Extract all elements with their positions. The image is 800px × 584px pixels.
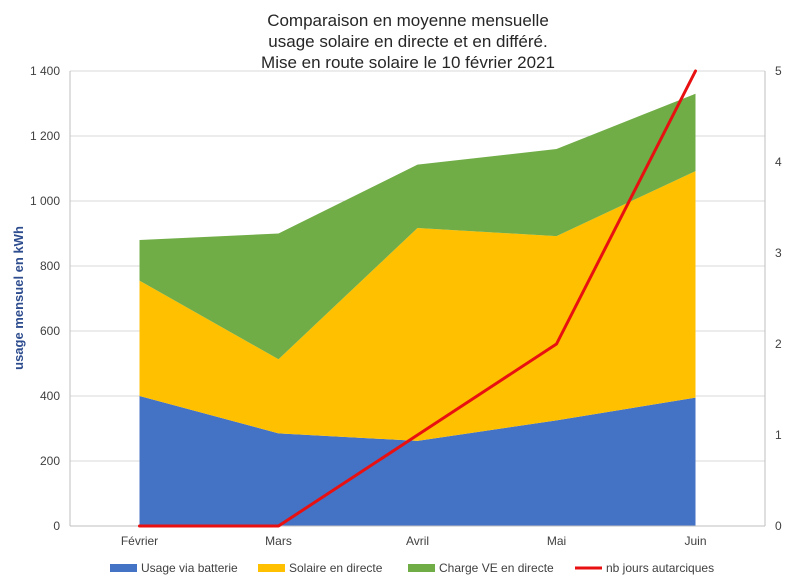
legend-label: nb jours autarciques <box>606 561 714 575</box>
line-series <box>138 69 697 528</box>
area-usage-via-batterie <box>139 396 696 526</box>
y-tick-label: 400 <box>40 389 60 403</box>
x-tick-label: Mai <box>547 534 566 548</box>
y2-tick-label: 3 <box>775 246 782 260</box>
legend: Usage via batterie Solaire en directe Char… <box>110 561 714 575</box>
x-tick-label: Février <box>121 534 158 548</box>
x-tick-label: Avril <box>406 534 429 548</box>
area-series <box>139 93 696 526</box>
y2-tick-label: 0 <box>775 519 782 533</box>
y-tick-label: 0 <box>53 519 60 533</box>
y-axis-label: usage mensuel en kWh <box>11 226 26 370</box>
legend-label: Usage via batterie <box>141 561 238 575</box>
chart-title-line-2: usage solaire en directe et en différé. <box>268 32 547 51</box>
x-tick-label: Mars <box>265 534 292 548</box>
legend-swatch <box>110 564 137 572</box>
y-tick-label: 600 <box>40 324 60 338</box>
y-tick-label: 1 400 <box>30 64 60 78</box>
legend-swatch <box>258 564 285 572</box>
legend-label: Solaire en directe <box>289 561 383 575</box>
y-tick-label: 1 200 <box>30 129 60 143</box>
y-tick-label: 800 <box>40 259 60 273</box>
y2-tick-label: 1 <box>775 428 782 442</box>
y2-tick-label: 2 <box>775 337 782 351</box>
y2-tick-label: 5 <box>775 64 782 78</box>
area-solaire-en-directe <box>139 171 696 441</box>
y-tick-label: 1 000 <box>30 194 60 208</box>
x-tick-label: Juin <box>684 534 706 548</box>
legend-swatch <box>408 564 435 572</box>
chart-title-line-3: Mise en route solaire le 10 février 2021 <box>261 53 555 72</box>
chart-title-line-1: Comparaison en moyenne mensuelle <box>267 11 549 30</box>
legend-label: Charge VE en directe <box>439 561 554 575</box>
tick-labels: 0 200 400 600 800 1 000 1 200 1 400 0 1 2 3 4 5 Févrie… <box>30 64 782 548</box>
y-tick-label: 200 <box>40 454 60 468</box>
line-nb-jours-autarciques <box>138 69 697 528</box>
chart-title: Comparaison en moyenne mensuelle usage s… <box>261 11 555 72</box>
area-charge-ve-en-directe <box>139 93 696 360</box>
y2-tick-label: 4 <box>775 155 782 169</box>
